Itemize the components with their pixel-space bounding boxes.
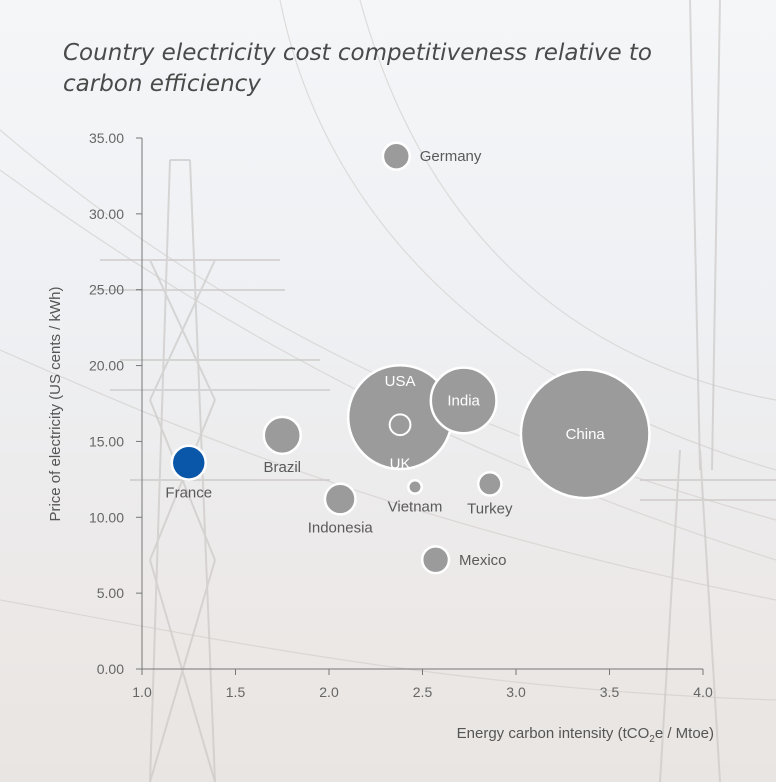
x-tick-label: 1.5	[226, 684, 246, 700]
bubble-vietnam	[407, 478, 423, 495]
chart-title: Country electricity cost competitiveness…	[63, 40, 653, 97]
bubble-mexico	[420, 545, 451, 575]
bubble-india	[429, 366, 498, 435]
point-label-mexico: Mexico	[459, 552, 507, 569]
point-label-china: China	[566, 426, 606, 443]
point-label-usa: USA	[385, 373, 416, 390]
bubble-indonesia	[323, 482, 357, 516]
x-tick-label: 4.0	[693, 684, 713, 700]
y-axis-title: Price of electricity (US cents / kWh)	[47, 286, 64, 521]
point-label-germany: Germany	[420, 148, 482, 165]
y-tick-label: 20.00	[89, 358, 124, 374]
x-tick-label: 1.0	[132, 684, 152, 700]
y-tick-label: 35.00	[89, 130, 124, 146]
bubble-france	[170, 444, 207, 481]
bubble-germany	[381, 141, 411, 171]
y-tick-label: 15.00	[89, 433, 124, 449]
point-label-indonesia: Indonesia	[308, 519, 374, 536]
point-label-india: India	[447, 392, 480, 409]
y-tick-label: 5.00	[97, 585, 124, 601]
y-tick-label: 10.00	[89, 509, 124, 525]
bubble-brazil	[262, 415, 302, 456]
x-axis-title: Energy carbon intensity (tCO2e / Mtoe)	[457, 725, 714, 745]
axes: 0.00 5.00 10.00 15.00 20.00 25.00 30.00 35.00 1.…	[89, 130, 713, 700]
bubble-turkey	[476, 471, 503, 497]
x-tick-label: 3.0	[506, 684, 526, 700]
bubbles	[170, 141, 651, 575]
point-label-turkey: Turkey	[467, 501, 513, 518]
y-tick-label: 0.00	[97, 661, 124, 677]
bubble-uk	[388, 413, 412, 437]
point-label-brazil: Brazil	[263, 459, 301, 476]
point-labels: China USA India Brazil France Indonesia German…	[165, 148, 605, 569]
point-label-vietnam: Vietnam	[388, 499, 443, 516]
point-label-uk: UK	[390, 456, 411, 473]
point-label-france: France	[165, 485, 212, 502]
x-tick-label: 2.0	[319, 684, 339, 700]
x-tick-label: 2.5	[413, 684, 433, 700]
y-tick-label: 25.00	[89, 282, 124, 298]
x-tick-label: 3.5	[600, 684, 620, 700]
y-tick-label: 30.00	[89, 206, 124, 222]
bubble-china	[519, 368, 651, 500]
